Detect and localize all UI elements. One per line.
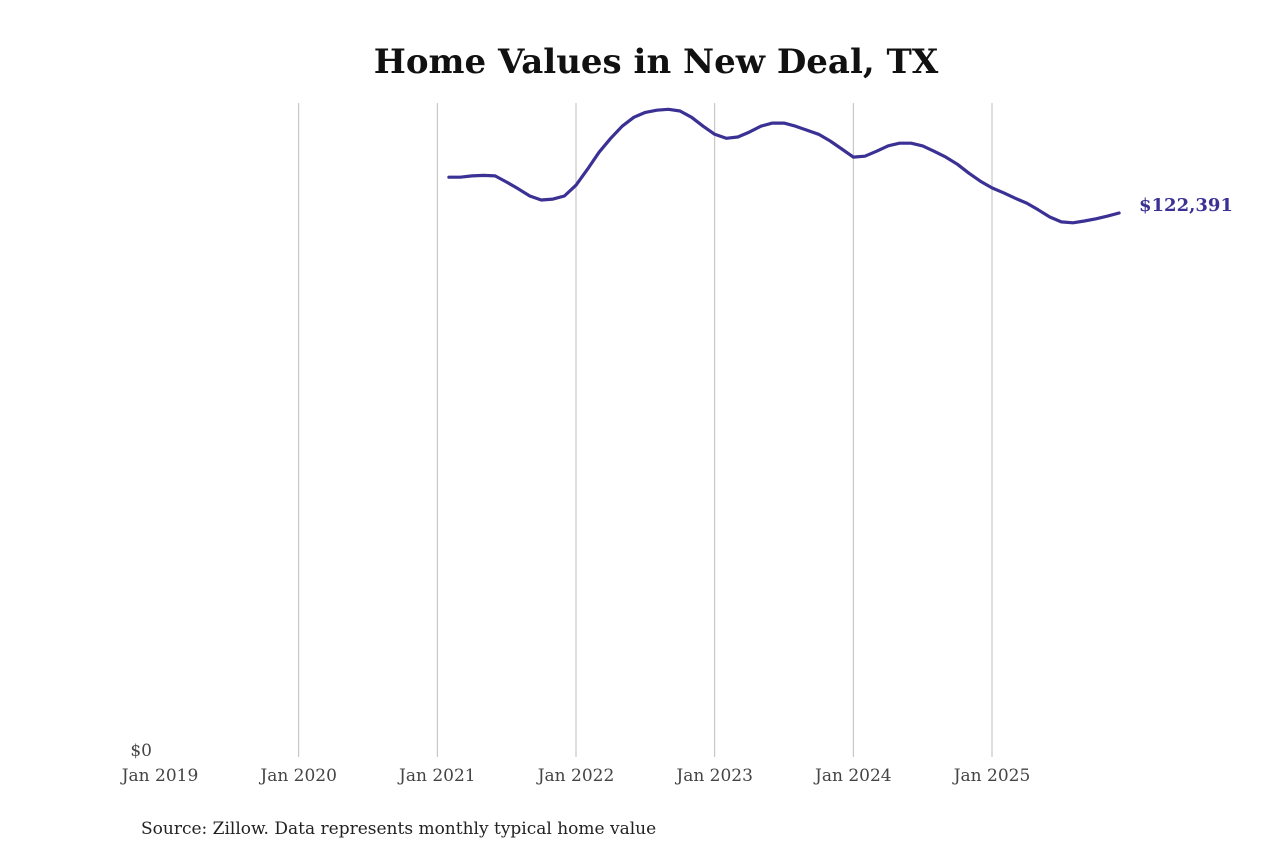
- end-value-label: $122,391: [1139, 195, 1233, 216]
- series-line: [447, 107, 1121, 225]
- x-tick-label: Jan 2025: [952, 766, 1031, 786]
- source-note: Source: Zillow. Data represents monthly …: [141, 819, 656, 839]
- x-tick-label: Jan 2019: [120, 766, 199, 786]
- x-tick-label: Jan 2023: [674, 766, 753, 786]
- chart-title: Home Values in New Deal, TX: [374, 42, 939, 82]
- y-tick-label: $0: [130, 741, 152, 761]
- gridlines: [298, 103, 993, 757]
- x-axis-ticks: Jan 2019 Jan 2020 Jan 2021 Jan 2022 Jan 2023…: [120, 766, 1031, 786]
- x-tick-label: Jan 2021: [397, 766, 476, 786]
- x-tick-label: Jan 2024: [813, 766, 892, 786]
- x-tick-label: Jan 2020: [258, 766, 337, 786]
- x-tick-label: Jan 2022: [536, 766, 615, 786]
